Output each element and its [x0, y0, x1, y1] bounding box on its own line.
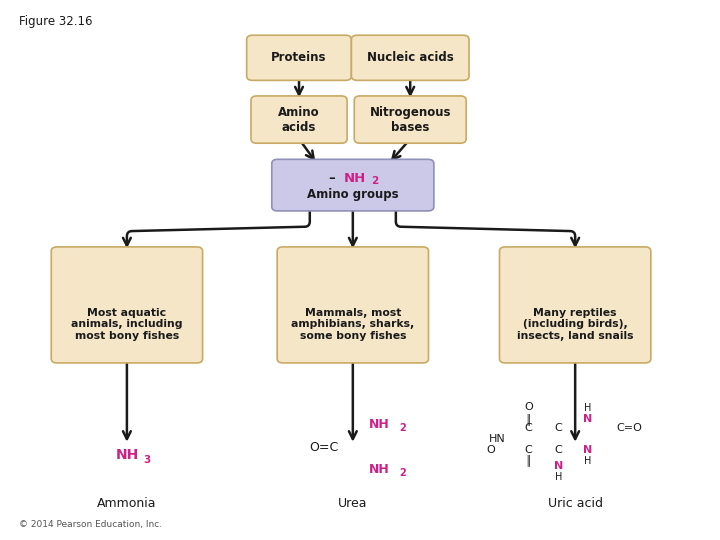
Text: © 2014 Pearson Education, Inc.: © 2014 Pearson Education, Inc. [19, 520, 163, 529]
Text: H: H [585, 456, 592, 465]
Text: Proteins: Proteins [271, 51, 327, 64]
Text: Nucleic acids: Nucleic acids [366, 51, 454, 64]
Text: Many reptiles
(including birds),
insects, land snails: Many reptiles (including birds), insects… [517, 308, 634, 341]
FancyBboxPatch shape [251, 96, 347, 143]
Text: Uric acid: Uric acid [548, 497, 603, 510]
Text: Urea: Urea [338, 497, 368, 510]
FancyBboxPatch shape [351, 35, 469, 80]
Text: Ammonia: Ammonia [97, 497, 157, 510]
FancyBboxPatch shape [271, 159, 434, 211]
FancyBboxPatch shape [277, 247, 428, 363]
Text: C: C [555, 445, 562, 455]
Text: O: O [524, 402, 533, 412]
FancyBboxPatch shape [354, 96, 466, 143]
Text: Figure 32.16: Figure 32.16 [19, 15, 93, 28]
Text: –: – [328, 172, 335, 185]
Text: NH: NH [369, 418, 390, 431]
Text: H: H [585, 403, 592, 413]
Text: NH: NH [369, 463, 390, 476]
Text: 2: 2 [400, 468, 406, 478]
Text: HN: HN [490, 434, 506, 444]
Text: N: N [554, 461, 563, 471]
Text: ║: ║ [526, 454, 531, 465]
FancyBboxPatch shape [247, 35, 351, 80]
Text: Nitrogenous
bases: Nitrogenous bases [369, 106, 451, 133]
Text: C=O: C=O [616, 423, 642, 434]
Text: H: H [555, 472, 562, 482]
Text: O=C: O=C [310, 441, 339, 454]
FancyBboxPatch shape [51, 247, 202, 363]
Text: 3: 3 [143, 455, 150, 464]
Text: 2: 2 [371, 177, 378, 186]
Text: NH: NH [344, 172, 366, 185]
Text: C: C [555, 423, 562, 434]
Text: Amino
acids: Amino acids [278, 106, 320, 133]
Text: Amino groups: Amino groups [307, 188, 399, 201]
Text: ║: ║ [526, 413, 531, 425]
Text: C: C [525, 423, 532, 434]
Text: 2: 2 [400, 423, 406, 433]
Text: N: N [583, 414, 593, 424]
FancyBboxPatch shape [500, 247, 651, 363]
Text: N: N [583, 445, 593, 455]
Text: Most aquatic
animals, including
most bony fishes: Most aquatic animals, including most bon… [71, 308, 183, 341]
Text: C: C [525, 445, 532, 455]
Text: O: O [486, 445, 495, 455]
Text: Mammals, most
amphibians, sharks,
some bony fishes: Mammals, most amphibians, sharks, some b… [291, 308, 415, 341]
Text: NH: NH [115, 448, 138, 462]
